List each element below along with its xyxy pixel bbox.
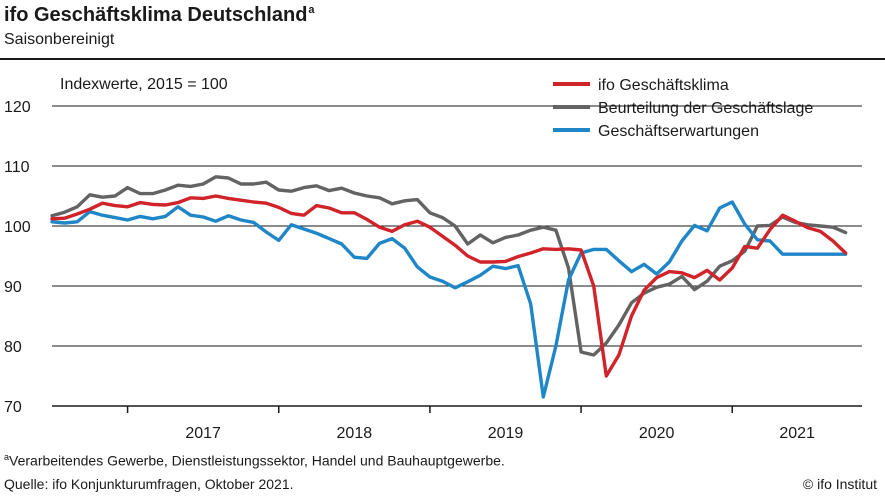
y-tick-label-90: 90: [4, 279, 22, 296]
y-tick-label-80: 80: [4, 339, 22, 356]
legend-label-3: Geschäftserwartungen: [598, 123, 759, 140]
chart-legend: ifo Geschäftsklima Beurteilung der Geschä…: [553, 77, 813, 140]
x-tick-label-2020: 2020: [639, 425, 675, 442]
y-tick-label-100: 100: [4, 219, 31, 236]
header-rule: [0, 58, 885, 60]
x-tick-label-2021: 2021: [779, 425, 815, 442]
chart-subtitle: Saisonbereinigt: [4, 31, 115, 48]
footnote-text: Verarbeitendes Gewerbe, Dienstleistungss…: [9, 452, 505, 469]
source-note: Quelle: ifo Konjunkturumfragen, Oktober …: [4, 476, 294, 492]
x-axis: 2017 2018 2019 2020 2021: [52, 405, 862, 442]
x-tick-label-2019: 2019: [488, 425, 524, 442]
footnote: aVerarbeitendes Gewerbe, Dienstleistungs…: [4, 452, 505, 469]
index-label: Indexwerte, 2015 = 100: [60, 76, 228, 93]
x-tick-label-2017: 2017: [185, 425, 221, 442]
y-tick-label-70: 70: [4, 399, 22, 416]
chart-title: ifo Geschäftsklima Deutschlanda: [4, 4, 315, 27]
title-footnote-mark: a: [308, 4, 315, 17]
series-line-1: [50, 194, 848, 378]
legend-label-2: Beurteilung der Geschäftslage: [598, 100, 813, 117]
legend-label-1: ifo Geschäftsklima: [598, 77, 729, 94]
series-line-3: [50, 200, 848, 399]
y-axis-ticks: 70 80 90 100 110 120: [4, 99, 31, 416]
x-tick-label-2018: 2018: [337, 425, 373, 442]
copyright-note: © ifo Institut: [802, 476, 877, 492]
chart-title-text: ifo Geschäftsklima Deutschland: [4, 4, 308, 26]
gridlines: [52, 105, 862, 347]
series-lines: [50, 175, 848, 399]
line-chart: 70 80 90 100 110 120 2017 2018 2019 2020 2021 Ind…: [4, 76, 862, 442]
y-tick-label-120: 120: [4, 99, 31, 116]
footnote-mark: a: [4, 452, 10, 462]
y-tick-label-110: 110: [4, 159, 30, 176]
